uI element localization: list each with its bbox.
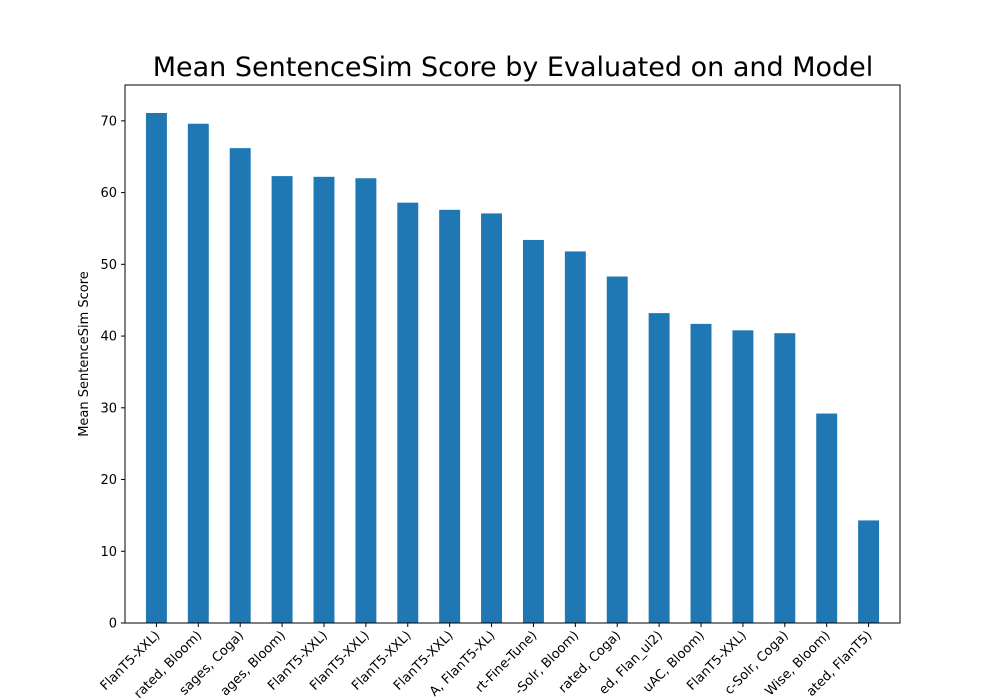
bar-5 bbox=[313, 176, 335, 623]
y-axis-ticks: 0 10 20 30 40 50 60 70 bbox=[100, 114, 125, 632]
bar-14 bbox=[690, 323, 712, 623]
bar-9 bbox=[481, 213, 503, 623]
bar-4 bbox=[271, 176, 293, 623]
bar-10 bbox=[522, 239, 544, 623]
bar-13 bbox=[648, 313, 670, 623]
y-tick-label-20: 20 bbox=[100, 473, 117, 488]
y-tick-label-60: 60 bbox=[100, 186, 117, 201]
bar-1 bbox=[145, 112, 167, 623]
bars-group bbox=[145, 112, 880, 624]
plot-frame bbox=[124, 84, 901, 624]
bar-3 bbox=[229, 148, 251, 623]
bar-17 bbox=[816, 413, 838, 623]
y-tick-label-70: 70 bbox=[100, 114, 117, 129]
y-axis-label: Mean SentenceSim Score bbox=[77, 271, 92, 437]
bar-11 bbox=[564, 251, 586, 624]
bar-7 bbox=[397, 202, 419, 623]
bar-6 bbox=[355, 178, 377, 623]
y-tick-label-50: 50 bbox=[100, 258, 117, 273]
bar-2 bbox=[187, 123, 209, 624]
bar-8 bbox=[439, 209, 461, 623]
bar-16 bbox=[774, 333, 796, 623]
y-tick-label-40: 40 bbox=[100, 330, 117, 345]
y-tick-label-30: 30 bbox=[100, 401, 117, 416]
bar-18 bbox=[858, 520, 880, 623]
bar-15 bbox=[732, 330, 754, 623]
y-tick-label-10: 10 bbox=[100, 545, 117, 560]
y-tick-label-0: 0 bbox=[109, 617, 117, 632]
chart-title: Mean SentenceSim Score by Evaluated on a… bbox=[153, 52, 874, 83]
bar-12 bbox=[606, 276, 628, 623]
